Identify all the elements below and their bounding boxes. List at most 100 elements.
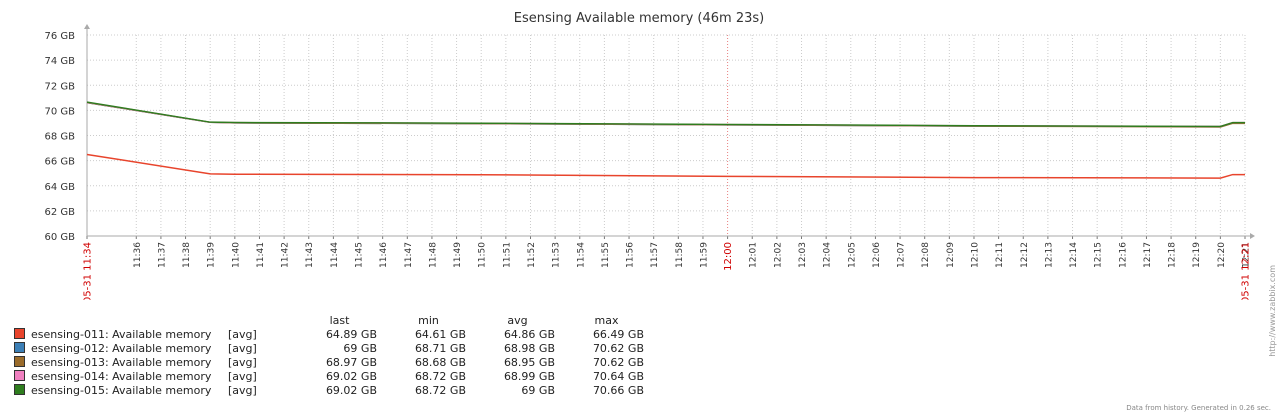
x-tick-label: 11:58 (675, 242, 685, 268)
legend-function: [avg] (228, 384, 257, 397)
y-tick-label: 68 GB (44, 132, 75, 143)
legend-header-min: min (418, 314, 439, 327)
legend-max: 70.64 GB (592, 370, 644, 383)
legend-header-avg: avg (507, 314, 528, 327)
chart-svg: Esensing Available memory (46m 23s) 60 G… (44, 11, 1255, 303)
legend-header-last: last (329, 314, 350, 327)
y-tick-label: 60 GB (44, 232, 75, 243)
legend-avg: 64.86 GB (503, 328, 555, 341)
legend-swatch (14, 370, 25, 381)
x-tick-label: 12:09 (946, 242, 956, 268)
legend-row: esensing-014: Available memory [avg] 69.02… (14, 370, 644, 384)
x-tick-label: 11:51 (502, 242, 512, 268)
x-tick-label: 12:04 (823, 242, 833, 268)
legend-series-name: esensing-013: Available memory (14, 356, 228, 370)
x-tick-label: 12:14 (1069, 242, 1079, 268)
x-tick-label: 11:38 (182, 242, 192, 268)
x-tick-label: 11:54 (576, 242, 586, 268)
legend-last: 68.97 GB (325, 356, 377, 369)
y-tick-label: 72 GB (44, 81, 75, 92)
legend-function: [avg] (228, 342, 257, 355)
legend-last: 64.89 GB (325, 328, 377, 341)
y-tick-label: 70 GB (44, 106, 75, 117)
y-tick-label: 64 GB (44, 182, 75, 193)
legend-min: 68.68 GB (414, 356, 466, 369)
x-tick-label: 12:18 (1168, 242, 1178, 268)
legend-swatch (14, 384, 25, 395)
x-tick-label: 11:47 (404, 242, 414, 268)
legend-function: [avg] (228, 370, 257, 383)
series-layer (86, 101, 1245, 179)
x-tick-label: 12:12 (1020, 242, 1030, 268)
legend-avg: 69 GB (521, 384, 555, 397)
x-tick-label: 12:11 (995, 242, 1005, 268)
y-tick-label: 76 GB (44, 31, 75, 42)
legend-min: 68.71 GB (414, 342, 466, 355)
x-tick-label: 11:46 (379, 242, 389, 268)
x-tick-label: 11:43 (305, 242, 315, 268)
x-tick-label: 12:10 (970, 242, 980, 268)
legend-table: last min avg max esensing-011: Available… (14, 314, 644, 398)
x-tick-label: 12:15 (1094, 242, 1104, 268)
legend-series-name: esensing-014: Available memory (14, 370, 228, 384)
zabbix-watermark: http://www.zabbix.com (1268, 265, 1277, 357)
x-tick-label: 12:19 (1192, 242, 1202, 268)
x-tick-label: 11:48 (428, 242, 438, 268)
y-tick-label: 62 GB (44, 207, 75, 218)
legend-min: 64.61 GB (414, 328, 466, 341)
legend-series-label: esensing-014: Available memory (31, 370, 212, 383)
x-tick-label: 11:52 (527, 242, 537, 268)
legend-row: esensing-011: Available memory [avg] 64.89… (14, 328, 644, 342)
x-tick-label: 12:13 (1044, 242, 1054, 268)
legend-body: esensing-011: Available memory [avg] 64.89… (14, 328, 644, 398)
legend-header-row: last min avg max (14, 314, 644, 328)
legend-swatch (14, 328, 25, 339)
x-tick-label: 11:37 (157, 242, 167, 268)
legend-series-label: esensing-013: Available memory (31, 356, 212, 369)
x-tick-label: 11:42 (281, 242, 291, 268)
x-tick-label: 11:56 (626, 242, 636, 268)
x-tick-label: 12:05 (847, 242, 857, 268)
x-tick-label: 12:20 (1217, 242, 1227, 268)
x-tick-label: 05-31 11:34 (83, 242, 94, 300)
legend-swatch (14, 342, 25, 353)
legend-row: esensing-012: Available memory [avg] 69 GB… (14, 342, 644, 356)
y-tick-label: 74 GB (44, 56, 75, 67)
x-tick-label: 11:59 (699, 242, 709, 268)
legend-series-label: esensing-011: Available memory (31, 328, 212, 341)
legend-row: esensing-015: Available memory [avg] 69.02… (14, 384, 644, 398)
y-tick-label: 66 GB (44, 157, 75, 168)
legend-avg: 68.95 GB (503, 356, 555, 369)
x-tick-label: 12:03 (798, 242, 808, 268)
x-tick-label: 11:44 (330, 242, 340, 268)
x-tick-label: 12:17 (1143, 242, 1153, 268)
legend-series-label: esensing-015: Available memory (31, 384, 212, 397)
legend-series-name: esensing-015: Available memory (14, 384, 228, 398)
x-tick-label: 11:49 (453, 242, 463, 268)
legend-avg: 68.99 GB (503, 370, 555, 383)
legend-avg: 68.98 GB (503, 342, 555, 355)
legend-swatch (14, 356, 25, 367)
y-axis-arrow (84, 24, 90, 29)
chart-title: Esensing Available memory (46m 23s) (514, 11, 764, 26)
legend-function: [avg] (228, 328, 257, 341)
legend-max: 70.62 GB (592, 342, 644, 355)
legend-function: [avg] (228, 356, 257, 369)
grid-layer (87, 34, 1246, 237)
legend-min: 68.72 GB (414, 370, 466, 383)
x-tick-label: 11:55 (601, 242, 611, 268)
x-tick-label: 11:40 (231, 242, 241, 268)
legend-series-name: esensing-011: Available memory (14, 328, 228, 342)
x-tick-label: 11:50 (478, 242, 488, 268)
series-line (86, 153, 1245, 179)
x-tick-label: 12:16 (1118, 242, 1128, 268)
legend-max: 66.49 GB (592, 328, 644, 341)
legend-header-max: max (594, 314, 619, 327)
x-tick-label: 11:41 (256, 242, 266, 268)
legend-series-label: esensing-012: Available memory (31, 342, 212, 355)
legend-header-spacer (14, 314, 228, 328)
x-tick-label: 11:45 (355, 242, 365, 268)
x-tick-label: 11:53 (552, 242, 562, 268)
legend-row: esensing-013: Available memory [avg] 68.97… (14, 356, 644, 370)
